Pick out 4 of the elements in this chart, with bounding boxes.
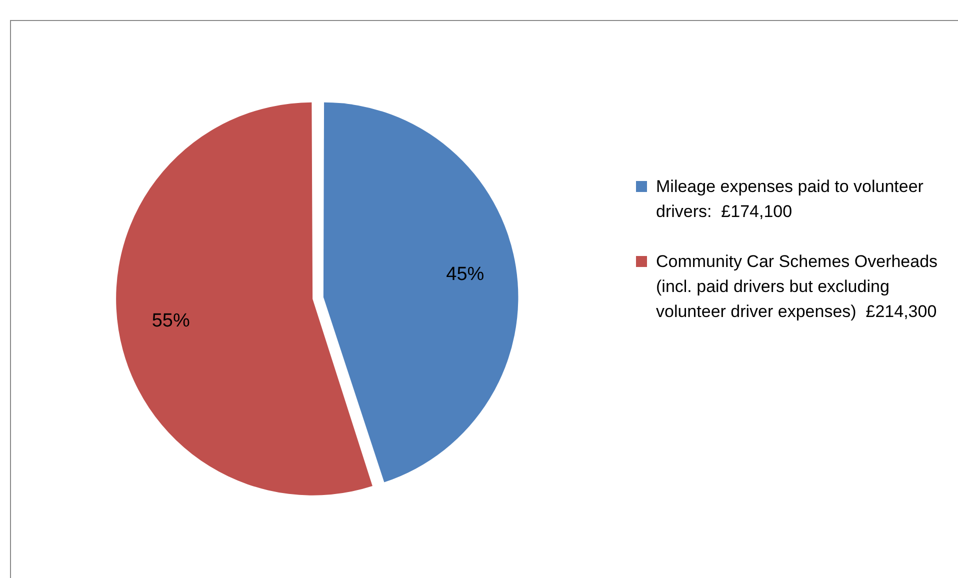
legend-label: Mileage expenses paid to volunteer drivers: £174,100 (656, 177, 924, 221)
data-label: 45% (446, 264, 484, 285)
data-label: 55% (152, 310, 190, 332)
legend-label: Community Car Schemes Overheads (incl. paid drivers but excluding volunteer driver expenses) £214,300 (656, 252, 939, 321)
